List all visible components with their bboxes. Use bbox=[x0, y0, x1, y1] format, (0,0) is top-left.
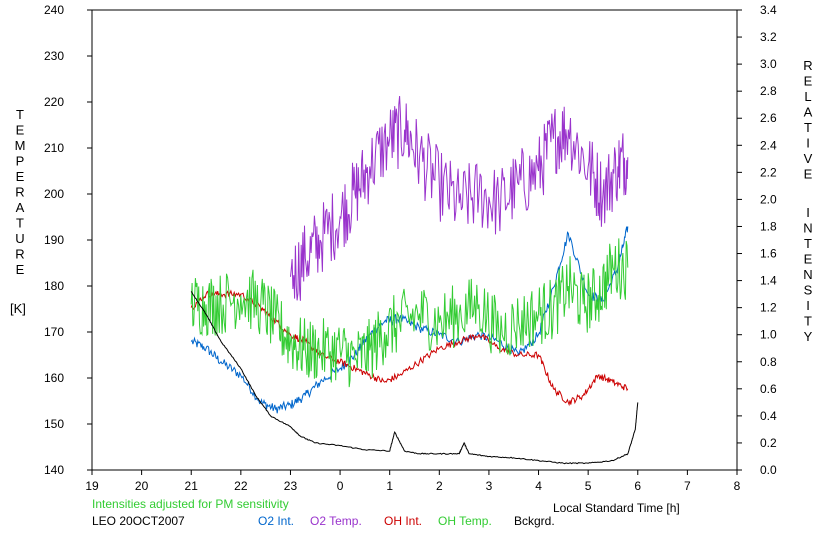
right-y-tick-label: 2.0 bbox=[760, 192, 777, 206]
left-axis-label-letter: E bbox=[16, 169, 25, 184]
right-axis-label-letter: R bbox=[803, 58, 812, 73]
right-axis-label-letter: L bbox=[804, 89, 811, 104]
right-y-tick-label: 0.2 bbox=[760, 436, 777, 450]
right-axis-label-letter: Y bbox=[804, 329, 813, 344]
plot-area bbox=[91, 9, 738, 471]
left-y-tick-label: 180 bbox=[44, 279, 64, 293]
left-y-tick-label: 170 bbox=[44, 325, 64, 339]
right-y-tick-label: 3.2 bbox=[760, 30, 777, 44]
x-tick-label: 8 bbox=[734, 479, 741, 493]
left-y-tick-label: 230 bbox=[44, 49, 64, 63]
right-axis-label-letter: S bbox=[804, 283, 813, 298]
x-tick-label: 7 bbox=[684, 479, 691, 493]
right-axis-label-letter: E bbox=[804, 167, 813, 182]
right-y-tick-label: 2.8 bbox=[760, 84, 777, 98]
right-axis-label-letter: T bbox=[804, 314, 812, 329]
right-axis-label-letter: E bbox=[804, 252, 813, 267]
right-axis-label-letter: E bbox=[804, 74, 813, 89]
right-y-tick-label: 1.4 bbox=[760, 274, 777, 288]
right-y-tick-label: 2.4 bbox=[760, 138, 777, 152]
left-axis-label-letter: P bbox=[16, 154, 25, 169]
right-y-tick-label: 2.6 bbox=[760, 111, 777, 125]
x-tick-label: 4 bbox=[535, 479, 542, 493]
left-axis-label-letter: U bbox=[15, 231, 24, 246]
x-tick-label: 19 bbox=[85, 479, 99, 493]
x-axis-label: Local Standard Time [h] bbox=[553, 501, 680, 515]
left-y-tick-label: 240 bbox=[44, 3, 64, 17]
x-tick-label: 22 bbox=[234, 479, 248, 493]
left-axis-label-letter: M bbox=[15, 138, 26, 153]
series-line-4 bbox=[190, 291, 639, 465]
x-tick-label: 2 bbox=[436, 479, 443, 493]
x-tick-label: 3 bbox=[486, 479, 493, 493]
left-axis-label-letter: T bbox=[16, 216, 24, 231]
series-line-0 bbox=[190, 226, 629, 414]
legend-item-oh-int: OH Int. bbox=[384, 514, 422, 528]
x-tick-label: 20 bbox=[135, 479, 149, 493]
series-line-3 bbox=[190, 238, 629, 388]
right-y-tick-label: 3.4 bbox=[760, 3, 777, 17]
legend-item-oh-temp: OH Temp. bbox=[438, 514, 492, 528]
right-axis-label-letter: V bbox=[804, 151, 813, 166]
right-axis-label-letter: I bbox=[806, 136, 810, 151]
x-tick-label: 23 bbox=[284, 479, 298, 493]
right-y-tick-label: 1.6 bbox=[760, 247, 777, 261]
right-y-tick-label: 3.0 bbox=[760, 57, 777, 71]
note-text: Intensities adjusted for PM sensitivity bbox=[92, 497, 289, 511]
legend-item-bckgrd: Bckgrd. bbox=[514, 514, 555, 528]
right-axis-label-letter: N bbox=[803, 221, 812, 236]
right-axis-label-letter: I bbox=[806, 205, 810, 220]
left-y-tick-label: 160 bbox=[44, 371, 64, 385]
right-axis-label-letter: I bbox=[806, 298, 810, 313]
left-y-tick-label: 140 bbox=[44, 463, 64, 477]
legend: O2 Int. O2 Temp. OH Int. OH Temp. Bckgrd… bbox=[258, 514, 555, 528]
legend-item-o2-int: O2 Int. bbox=[258, 514, 294, 528]
left-axis-label-letter: A bbox=[16, 200, 25, 215]
right-y-tick-label: 0.0 bbox=[760, 463, 777, 477]
right-y-tick-label: 1.2 bbox=[760, 301, 777, 315]
left-y-tick-label: 210 bbox=[44, 141, 64, 155]
right-axis-label-letter: T bbox=[804, 120, 812, 135]
right-y-tick-label: 1.0 bbox=[760, 328, 777, 342]
station-label: LEO 20OCT2007 bbox=[92, 514, 185, 528]
left-y-tick-label: 190 bbox=[44, 233, 64, 247]
left-axis-label-letter: R bbox=[15, 185, 24, 200]
right-y-axis: 0.0 0.2 0.4 0.6 0.8 1.0 1.2 1.4 1.6 1.8 2.0 2.2 2.4 2… bbox=[737, 3, 777, 477]
right-y-tick-label: 1.8 bbox=[760, 219, 777, 233]
series-layer bbox=[190, 95, 639, 465]
right-axis-label-letter: A bbox=[804, 105, 813, 120]
x-tick-label: 5 bbox=[585, 479, 592, 493]
left-axis-label-letter: T bbox=[16, 107, 24, 122]
x-axis: 19 20 21 22 23 0 1 2 3 4 5 6 7 8 bbox=[85, 470, 741, 493]
legend-item-o2-temp: O2 Temp. bbox=[310, 514, 362, 528]
left-axis-unit: [K] bbox=[10, 301, 26, 316]
left-axis-label-letter: R bbox=[15, 247, 24, 262]
right-y-tick-label: 2.2 bbox=[760, 165, 777, 179]
series-line-1 bbox=[290, 95, 629, 301]
left-axis-label-letter: E bbox=[16, 123, 25, 138]
x-tick-label: 6 bbox=[634, 479, 641, 493]
right-axis-label-letter: N bbox=[803, 267, 812, 282]
right-y-tick-label: 0.8 bbox=[760, 355, 777, 369]
right-y-tick-label: 0.4 bbox=[760, 409, 777, 423]
left-y-tick-label: 150 bbox=[44, 417, 64, 431]
x-tick-label: 1 bbox=[386, 479, 393, 493]
x-tick-label: 0 bbox=[337, 479, 344, 493]
left-y-tick-label: 220 bbox=[44, 95, 64, 109]
x-tick-label: 21 bbox=[185, 479, 199, 493]
right-y-tick-label: 0.6 bbox=[760, 382, 777, 396]
left-y-axis: 140 150 160 170 180 190 200 210 220 230 240 bbox=[44, 3, 92, 477]
right-axis-label-letter: T bbox=[804, 236, 812, 251]
left-y-tick-label: 200 bbox=[44, 187, 64, 201]
left-axis-label-letter: E bbox=[16, 262, 25, 277]
